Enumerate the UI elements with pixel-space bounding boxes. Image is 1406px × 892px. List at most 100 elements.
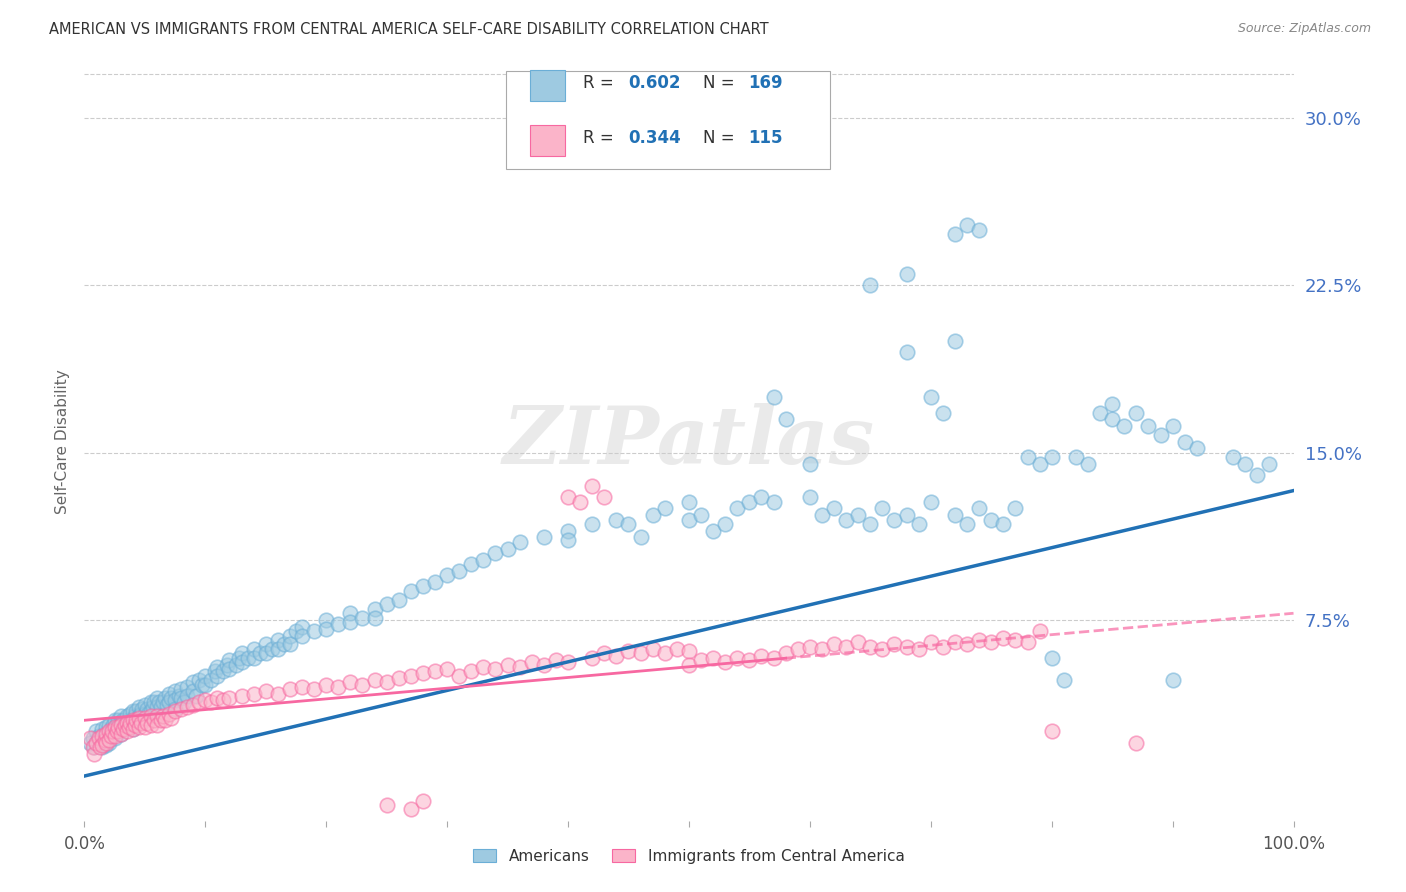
Point	[1040, 724, 1063, 739]
Point	[143, 714, 166, 728]
Point	[1017, 450, 1039, 465]
Point	[484, 546, 506, 560]
Text: 169: 169	[748, 74, 783, 92]
Point	[1174, 434, 1197, 449]
Point	[315, 622, 337, 636]
Y-axis label: Self-Care Disability: Self-Care Disability	[55, 369, 70, 514]
Point	[799, 490, 821, 504]
Point	[91, 740, 114, 755]
Point	[1004, 633, 1026, 648]
Point	[104, 731, 127, 746]
Point	[654, 646, 676, 660]
Point	[110, 717, 132, 731]
Point	[714, 517, 737, 532]
Point	[1028, 624, 1050, 639]
Point	[194, 669, 217, 683]
Point	[124, 717, 146, 731]
Point	[173, 696, 195, 710]
Point	[762, 494, 785, 508]
Point	[155, 714, 177, 728]
Point	[249, 646, 271, 660]
Point	[146, 699, 169, 714]
Point	[859, 278, 882, 293]
Point	[423, 664, 446, 679]
Point	[883, 512, 905, 526]
Point	[207, 690, 229, 705]
Point	[242, 687, 264, 701]
Point	[218, 690, 240, 705]
Point	[94, 729, 117, 743]
Point	[231, 689, 253, 703]
Point	[204, 664, 226, 679]
Point	[128, 711, 150, 725]
Point	[143, 696, 166, 710]
Point	[152, 696, 174, 710]
Point	[399, 803, 422, 817]
Point	[121, 723, 143, 737]
Point	[218, 653, 240, 667]
Point	[920, 494, 942, 508]
Point	[110, 717, 132, 731]
Point	[544, 653, 567, 667]
Point	[97, 733, 120, 747]
Point	[254, 684, 277, 698]
Point	[87, 731, 110, 746]
Point	[89, 740, 111, 755]
Point	[932, 405, 955, 419]
Point	[859, 640, 882, 654]
Point	[484, 662, 506, 676]
Point	[115, 724, 138, 739]
Point	[328, 617, 350, 632]
Point	[134, 720, 156, 734]
Point	[630, 646, 652, 660]
Point	[1161, 673, 1184, 688]
Point	[725, 501, 748, 516]
Point	[1114, 419, 1136, 434]
Point	[593, 646, 616, 660]
Point	[254, 637, 277, 651]
Point	[920, 635, 942, 649]
Point	[129, 715, 152, 730]
Point	[859, 517, 882, 532]
Point	[165, 702, 187, 716]
Point	[605, 512, 627, 526]
Point	[82, 731, 104, 746]
Point	[176, 689, 198, 703]
Point	[118, 714, 141, 728]
Point	[112, 717, 135, 731]
Point	[846, 508, 869, 523]
Point	[557, 524, 579, 538]
Point	[267, 642, 290, 657]
Point	[412, 666, 434, 681]
Point	[212, 664, 235, 679]
Point	[339, 607, 361, 621]
Point	[799, 640, 821, 654]
Point	[520, 655, 543, 669]
Point	[267, 687, 290, 701]
Point	[557, 655, 579, 669]
Point	[932, 640, 955, 654]
Point	[907, 642, 929, 657]
Point	[896, 508, 918, 523]
Point	[738, 494, 761, 508]
Point	[846, 635, 869, 649]
Point	[811, 642, 834, 657]
Point	[155, 690, 177, 705]
Point	[654, 501, 676, 516]
Point	[100, 729, 122, 743]
Point	[181, 684, 204, 698]
Point	[114, 717, 136, 731]
Point	[690, 653, 713, 667]
Point	[134, 698, 156, 712]
Point	[328, 680, 350, 694]
Point	[1028, 457, 1050, 471]
Point	[339, 675, 361, 690]
Point	[188, 673, 211, 688]
Point	[907, 517, 929, 532]
Point	[581, 651, 603, 665]
Point	[605, 648, 627, 663]
Point	[641, 642, 664, 657]
Point	[678, 494, 700, 508]
Point	[128, 699, 150, 714]
Point	[139, 696, 162, 710]
